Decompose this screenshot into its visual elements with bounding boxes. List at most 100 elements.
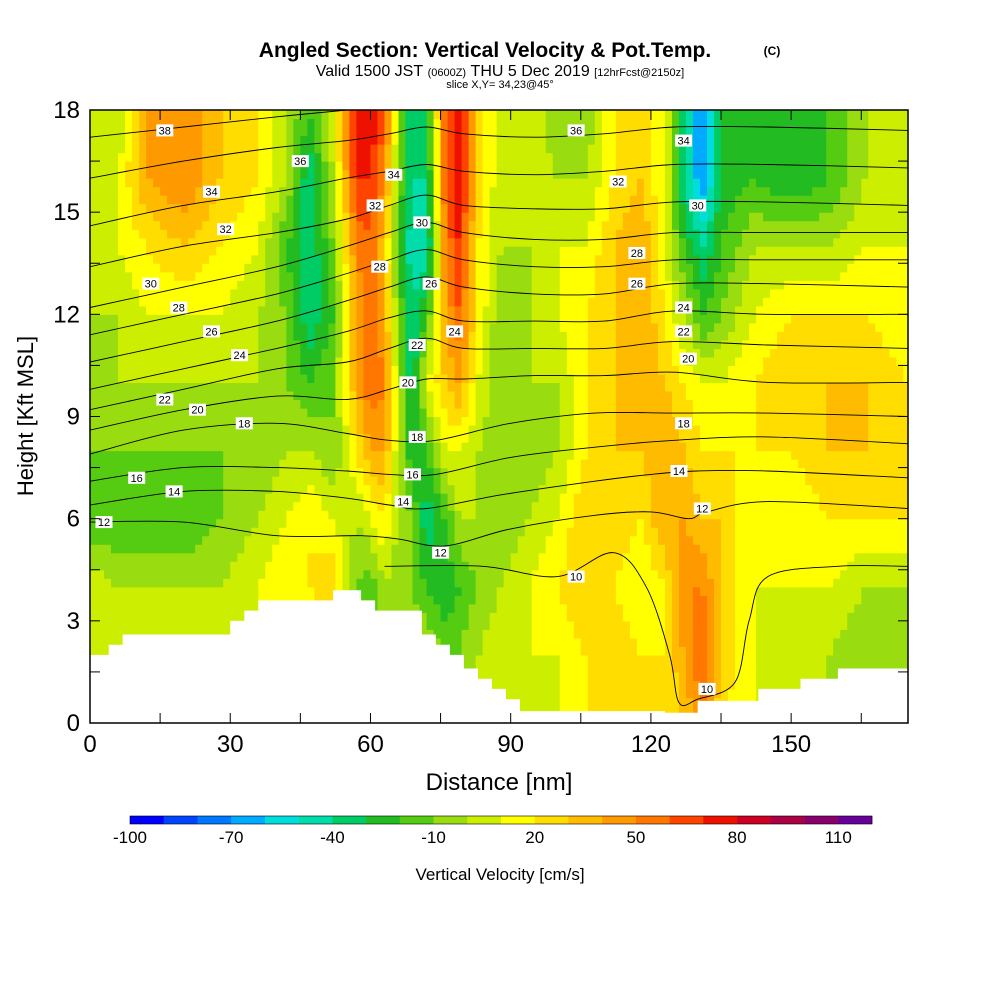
velocity-cell <box>489 263 498 273</box>
velocity-cell <box>202 510 210 520</box>
velocity-cell <box>279 425 287 435</box>
velocity-cell <box>139 110 147 120</box>
velocity-cell <box>461 127 470 137</box>
velocity-cell <box>391 467 400 477</box>
velocity-cell <box>237 135 245 145</box>
velocity-cell <box>328 433 336 443</box>
velocity-cell <box>202 195 210 205</box>
velocity-cell <box>524 186 533 196</box>
velocity-cell <box>496 161 505 171</box>
velocity-cell <box>125 578 133 588</box>
velocity-cell <box>398 467 407 477</box>
velocity-cell <box>181 612 189 622</box>
velocity-cell <box>433 271 442 281</box>
velocity-cell <box>146 561 154 571</box>
velocity-cell <box>321 186 329 196</box>
velocity-cell <box>405 535 414 545</box>
velocity-cell <box>545 229 554 239</box>
velocity-cell <box>237 322 245 332</box>
velocity-cell <box>118 425 126 435</box>
velocity-cell <box>370 161 379 171</box>
velocity-cell <box>272 339 280 349</box>
velocity-cell <box>146 118 154 128</box>
velocity-cell <box>237 161 245 171</box>
velocity-cell <box>279 152 287 162</box>
velocity-cell <box>132 271 140 281</box>
velocity-cell <box>307 433 315 443</box>
velocity-cell <box>237 535 245 545</box>
velocity-cell <box>286 280 294 290</box>
velocity-cell <box>202 161 210 171</box>
velocity-cell <box>167 178 175 188</box>
velocity-cell <box>391 195 400 205</box>
velocity-cell <box>279 144 287 154</box>
velocity-cell <box>300 246 308 256</box>
velocity-cell <box>307 212 315 222</box>
velocity-cell <box>419 356 428 367</box>
velocity-cell <box>90 578 98 588</box>
velocity-cell <box>447 365 456 375</box>
velocity-cell <box>174 407 182 418</box>
velocity-cell <box>510 629 519 639</box>
velocity-cell <box>153 254 161 264</box>
velocity-cell <box>531 203 540 213</box>
velocity-cell <box>104 254 112 264</box>
velocity-cell <box>223 135 231 145</box>
velocity-cell <box>398 263 407 273</box>
velocity-cell <box>146 484 154 494</box>
velocity-cell <box>538 118 547 128</box>
velocity-cell <box>272 595 280 605</box>
velocity-cell <box>384 297 393 307</box>
velocity-cell <box>307 527 315 537</box>
velocity-cell <box>272 459 280 469</box>
velocity-cell <box>377 544 386 554</box>
velocity-cell <box>419 595 428 605</box>
velocity-cell <box>279 135 287 145</box>
velocity-cell <box>139 382 147 392</box>
velocity-cell <box>426 271 435 281</box>
velocity-cell <box>195 212 203 222</box>
velocity-cell <box>531 450 540 460</box>
velocity-cell <box>454 416 463 426</box>
velocity-cell <box>139 595 147 605</box>
velocity-cell <box>195 535 203 545</box>
velocity-cell <box>496 127 505 137</box>
velocity-cell <box>265 501 273 511</box>
velocity-cell <box>314 382 322 392</box>
velocity-cell <box>265 297 273 307</box>
velocity-cell <box>132 229 140 239</box>
velocity-cell <box>335 459 344 469</box>
velocity-cell <box>503 467 512 477</box>
velocity-cell <box>461 603 470 613</box>
velocity-cell <box>405 569 414 579</box>
velocity-cell <box>370 110 379 120</box>
velocity-cell <box>118 629 126 639</box>
velocity-cell <box>419 620 428 630</box>
velocity-cell <box>314 237 322 247</box>
velocity-cell <box>433 382 442 392</box>
velocity-cell <box>447 510 456 520</box>
velocity-cell <box>433 305 442 315</box>
velocity-cell <box>566 356 575 367</box>
velocity-cell <box>314 390 322 401</box>
velocity-cell <box>118 118 126 128</box>
velocity-cell <box>426 510 435 520</box>
velocity-cell <box>139 612 147 622</box>
velocity-cell <box>321 356 329 367</box>
velocity-cell <box>517 373 526 384</box>
velocity-cell <box>258 263 266 273</box>
velocity-cell <box>146 552 154 562</box>
velocity-cell <box>342 399 351 409</box>
velocity-cell <box>566 654 575 664</box>
velocity-cell <box>503 118 512 128</box>
velocity-cell <box>405 348 414 358</box>
velocity-cell <box>293 322 301 332</box>
velocity-cell <box>237 314 245 324</box>
velocity-cell <box>160 450 168 460</box>
velocity-cell <box>279 212 287 222</box>
velocity-cell <box>454 407 463 418</box>
velocity-cell <box>342 356 351 367</box>
velocity-cell <box>188 348 196 358</box>
velocity-cell <box>370 288 379 298</box>
velocity-cell <box>286 288 294 298</box>
